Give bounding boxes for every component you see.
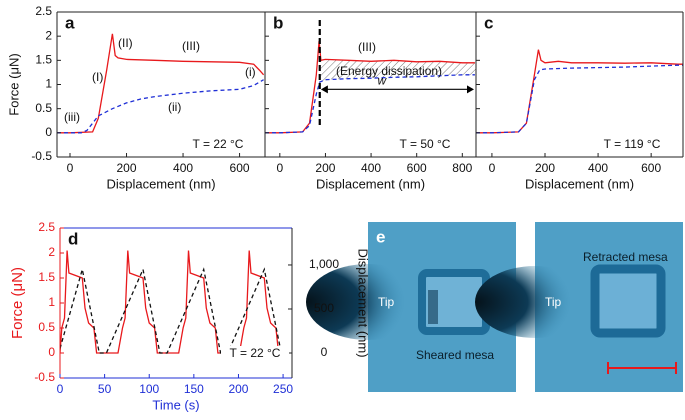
data-line <box>476 64 683 134</box>
data-line <box>265 74 475 134</box>
x-tick-label: 0 <box>276 161 283 175</box>
x-tick-label: 50 <box>98 382 112 396</box>
x-tick-label: 400 <box>361 161 381 175</box>
x-tick-label: 600 <box>407 161 427 175</box>
y-tick-label: 2 <box>45 28 52 42</box>
y2-tick-label: 1,000 <box>309 257 339 271</box>
data-line <box>60 267 288 354</box>
y-tick-label: 0.5 <box>35 101 52 115</box>
annotation-bg <box>221 346 289 362</box>
annotation: (ii) <box>168 100 181 114</box>
y-tick-label: 1.5 <box>38 270 55 284</box>
panel-label: e <box>376 227 385 246</box>
x-tick-label: 200 <box>117 161 137 175</box>
x-tick-label: 250 <box>273 382 293 396</box>
y-tick-label: 1.5 <box>35 53 52 67</box>
annotation: T = 50 °C <box>400 137 451 151</box>
image-label: Tip <box>378 295 395 309</box>
x-tick-label: 400 <box>173 161 193 175</box>
x-tick-label: 150 <box>184 382 204 396</box>
y2-tick-label: 0 <box>321 345 328 359</box>
y-tick-label: 0.5 <box>38 320 55 334</box>
x-tick-label: 800 <box>452 161 472 175</box>
data-line <box>265 40 475 134</box>
x-axis-label: Displacement (nm) <box>106 176 215 191</box>
annotation: T = 22 °C <box>230 346 281 360</box>
image-label: Retracted mesa <box>583 250 668 264</box>
x-axis-label: Displacement (nm) <box>316 176 425 191</box>
y-tick-label: 2.5 <box>38 220 55 234</box>
arrow-head <box>467 85 474 94</box>
energy-hatch <box>320 59 476 82</box>
arrow-label: w <box>377 74 387 88</box>
y-axis-label: Force (μN) <box>9 267 26 339</box>
data-line <box>476 49 683 134</box>
y-tick-label: 0 <box>45 125 52 139</box>
arrow-head <box>320 85 328 94</box>
y-tick-label: 1 <box>45 77 52 91</box>
x-tick-label: 0 <box>67 161 74 175</box>
y-tick-label: -0.5 <box>31 149 52 163</box>
image-retracted <box>475 222 683 392</box>
annotation: (III) <box>182 39 200 53</box>
x-tick-label: 200 <box>535 161 555 175</box>
panel-label: c <box>484 13 493 32</box>
y-tick-label: 0 <box>48 345 55 359</box>
annotation: (iii) <box>64 110 80 124</box>
annotation: T = 119 °C <box>604 137 661 151</box>
y2-tick-label: 500 <box>314 301 334 315</box>
x-tick-label: 100 <box>139 382 159 396</box>
annotation: (III) <box>358 40 376 54</box>
x-tick-label: 600 <box>230 161 250 175</box>
annotation: T = 22 °C <box>193 137 244 151</box>
x-tick-label: 200 <box>315 161 335 175</box>
data-line <box>57 33 265 134</box>
annotation: (i) <box>245 65 256 79</box>
x-tick-label: 600 <box>641 161 661 175</box>
annotation: (II) <box>118 36 133 50</box>
image-label: Sheared mesa <box>416 348 494 362</box>
y2-axis-label: Displacement (nm) <box>356 248 371 357</box>
y-axis-label: Force (μN) <box>6 53 21 115</box>
panel-label: d <box>68 229 78 248</box>
annotation: (Energy dissipation) <box>336 64 442 78</box>
x-tick-label: 200 <box>228 382 248 396</box>
y-tick-label: 2.5 <box>35 4 52 18</box>
x-tick-label: 400 <box>588 161 608 175</box>
x-tick-label: 0 <box>57 382 64 396</box>
data-line <box>57 79 264 134</box>
image-label: Tip <box>545 295 562 309</box>
x-axis-label: Displacement (nm) <box>525 176 634 191</box>
y-tick-label: 2 <box>48 245 55 259</box>
y-tick-label: -0.5 <box>34 370 55 384</box>
y-tick-label: 1 <box>48 295 55 309</box>
panel-label: b <box>273 13 283 32</box>
panel-label: a <box>65 13 75 32</box>
x-tick-label: 0 <box>489 161 496 175</box>
x-axis-label: Time (s) <box>152 397 199 412</box>
annotation: (I) <box>92 70 103 84</box>
data-line <box>60 250 288 354</box>
